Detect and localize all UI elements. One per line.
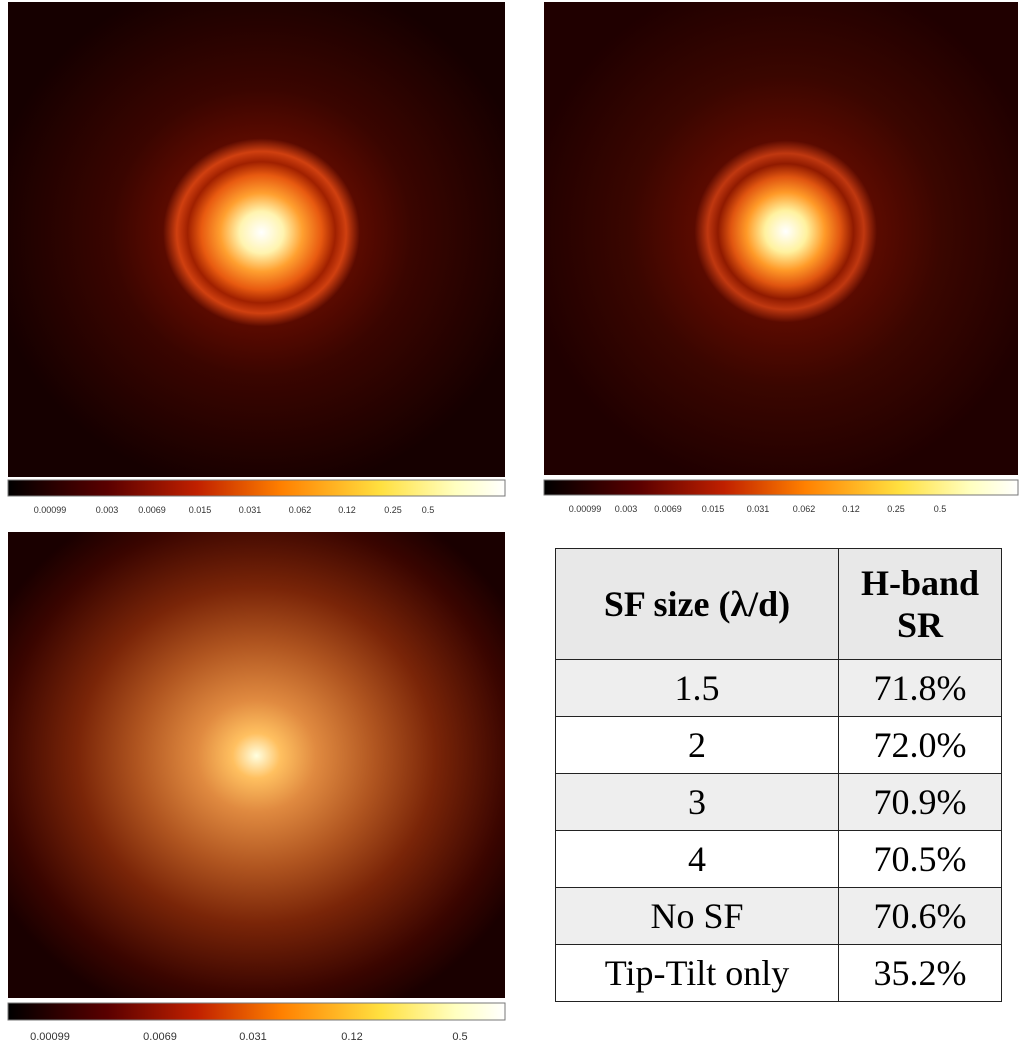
colorbar-tick-label: 0.00099 [34, 505, 67, 515]
colorbar-tick-label: 0.0069 [654, 504, 682, 514]
colorbar-tick-label: 0.12 [341, 1031, 362, 1043]
page: 0.00099 0.003 0.0069 0.015 0.031 0.062 0.12 0.2… [0, 0, 1020, 1055]
table-cell: 70.5% [839, 831, 1002, 888]
colorbar-tick-label: 0.015 [189, 505, 212, 515]
table-cell: Tip-Tilt only [556, 945, 839, 1002]
table-cell: No SF [556, 888, 839, 945]
colorbar-tick-label: 0.00099 [569, 504, 602, 514]
colorbar-tick-label: 0.015 [702, 504, 725, 514]
colorbar-tick-label: 0.0069 [143, 1031, 177, 1043]
colorbar-tick-label: 0.062 [289, 505, 312, 515]
colorbar [8, 1003, 505, 1020]
table-cell: 1.5 [556, 660, 839, 717]
table-cell: 70.6% [839, 888, 1002, 945]
colorbar-tick-label: 0.25 [887, 504, 905, 514]
colorbar-tick-label: 0.003 [615, 504, 638, 514]
table-cell: 2 [556, 717, 839, 774]
colorbar-tick-label: 0.031 [239, 505, 262, 515]
colorbar-tick-label: 0.003 [96, 505, 119, 515]
colorbar-tick-label: 0.062 [793, 504, 816, 514]
table-cell: 71.8% [839, 660, 1002, 717]
psf-image [544, 2, 1018, 475]
colorbar-tick-label: 0.00099 [30, 1031, 70, 1043]
colorbar [8, 480, 505, 496]
header-cell: H-band SR [839, 549, 1002, 660]
colorbar-tick-label: 0.0069 [138, 505, 166, 515]
colorbar-tick-label: 0.5 [934, 504, 947, 514]
colorbar-tick-label: 0.12 [842, 504, 860, 514]
table-cell: 70.9% [839, 774, 1002, 831]
colorbar-tick-label: 0.031 [239, 1031, 267, 1043]
colorbar-tick-label: 0.25 [384, 505, 402, 515]
colorbar-tick-label: 0.5 [422, 505, 435, 515]
colorbar-tick-label: 0.5 [452, 1031, 467, 1043]
table-cell: 35.2% [839, 945, 1002, 1002]
colorbar [544, 480, 1018, 495]
colorbar-tick-label: 0.031 [747, 504, 770, 514]
psf-image [8, 532, 505, 998]
table-cell: 72.0% [839, 717, 1002, 774]
colorbar-tick-label: 0.12 [338, 505, 356, 515]
table-cell: 4 [556, 831, 839, 888]
table-cell: 3 [556, 774, 839, 831]
psf-image [8, 2, 505, 477]
header-cell: SF size (λ/d) [556, 549, 839, 660]
